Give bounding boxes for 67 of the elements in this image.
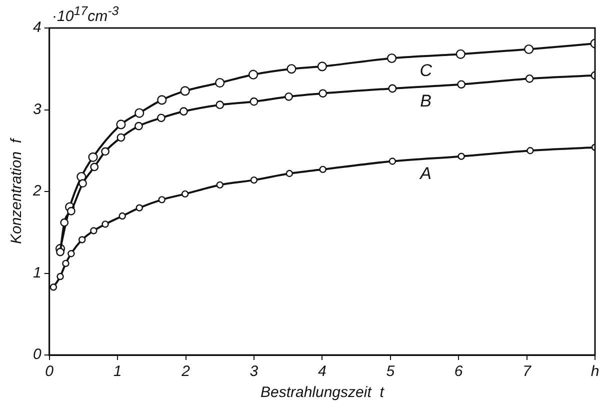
point xyxy=(458,152,465,160)
point xyxy=(181,190,189,198)
x-tick-label: 5 xyxy=(386,363,396,380)
x-tick-label: 2 xyxy=(180,363,191,380)
x-tick-label: 3 xyxy=(250,363,259,380)
point xyxy=(90,162,99,172)
y-tick-label: 2 xyxy=(32,182,42,200)
point xyxy=(524,44,534,54)
point xyxy=(78,236,86,244)
y-tick-label: 0 xyxy=(33,346,42,364)
x-tick-label: h xyxy=(590,363,600,380)
point xyxy=(215,78,225,88)
series-label: C xyxy=(420,61,433,80)
point xyxy=(118,212,126,220)
point xyxy=(56,248,64,256)
point xyxy=(317,62,327,72)
point xyxy=(157,95,167,105)
y-tick-label: 4 xyxy=(33,19,42,36)
y-tick-label: 1 xyxy=(33,264,42,282)
point xyxy=(388,84,397,93)
point xyxy=(90,227,98,234)
point xyxy=(116,133,126,142)
point xyxy=(248,70,258,80)
point xyxy=(66,206,76,216)
point xyxy=(60,218,69,227)
y-tick-label: 3 xyxy=(33,100,42,118)
point xyxy=(457,80,466,89)
point xyxy=(250,176,258,184)
x-axis-title: Bestrahlungszeit t xyxy=(260,384,385,402)
point xyxy=(134,108,144,118)
x-tick-label: 4 xyxy=(318,363,326,380)
x-tick-label: 7 xyxy=(522,363,532,380)
point xyxy=(158,196,166,204)
point xyxy=(525,74,534,83)
x-tick-label: 1 xyxy=(113,363,122,380)
point xyxy=(136,204,143,212)
point xyxy=(116,120,126,130)
point xyxy=(88,152,98,162)
point xyxy=(388,158,396,165)
x-tick-label: 0 xyxy=(45,363,54,380)
point xyxy=(456,49,466,59)
point xyxy=(134,122,143,130)
point xyxy=(56,272,64,280)
y-axis-title: Konzentration f xyxy=(8,137,26,244)
point xyxy=(157,114,166,122)
series-label: A xyxy=(419,164,432,183)
point xyxy=(250,97,258,106)
point xyxy=(318,89,328,98)
point xyxy=(319,166,326,174)
point xyxy=(526,147,534,154)
x-tick-label: 6 xyxy=(454,363,464,380)
point xyxy=(286,64,296,74)
point xyxy=(50,284,58,291)
point xyxy=(78,179,87,188)
series-label: B xyxy=(420,92,432,111)
point xyxy=(216,100,224,110)
point xyxy=(216,181,224,189)
point xyxy=(102,220,109,228)
point xyxy=(180,86,190,96)
point xyxy=(180,107,188,116)
point xyxy=(62,260,70,268)
point xyxy=(284,92,293,101)
point xyxy=(386,53,397,64)
point xyxy=(286,170,294,178)
text: ·10$^{17}$cm$^{-3}$ xyxy=(52,4,119,25)
point xyxy=(68,250,75,258)
point xyxy=(101,147,110,156)
